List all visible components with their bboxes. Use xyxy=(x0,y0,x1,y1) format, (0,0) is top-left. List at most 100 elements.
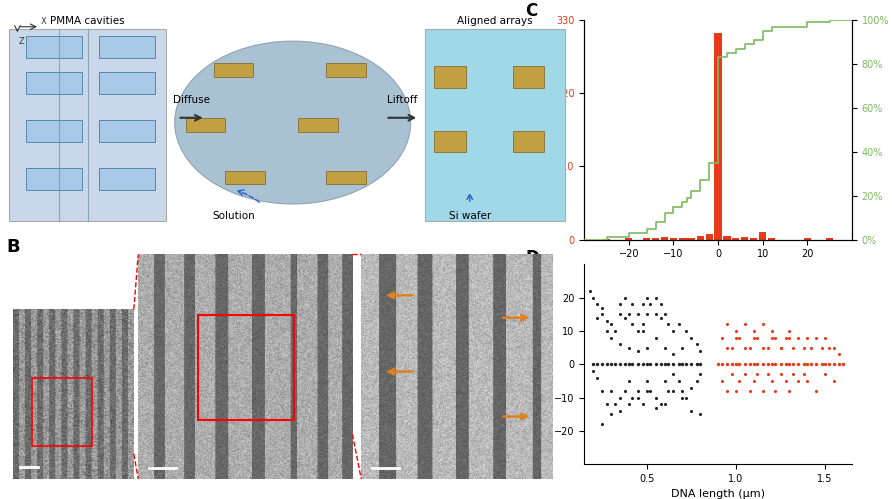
Point xyxy=(654,314,668,322)
Point xyxy=(595,360,609,368)
Bar xyxy=(750,238,757,240)
Point xyxy=(725,360,739,368)
Point xyxy=(675,344,690,352)
Point xyxy=(756,344,770,352)
Point xyxy=(622,310,636,318)
Point xyxy=(586,360,600,368)
Point xyxy=(693,370,707,378)
Bar xyxy=(26,120,82,142)
Point xyxy=(613,300,627,308)
Point xyxy=(738,370,752,378)
Point xyxy=(631,360,645,368)
Point xyxy=(786,370,800,378)
Point xyxy=(625,360,640,368)
Point xyxy=(604,410,618,418)
Point xyxy=(729,360,743,368)
Bar xyxy=(759,232,766,240)
Point xyxy=(797,370,811,378)
Point xyxy=(631,394,645,402)
Point xyxy=(761,344,775,352)
Bar xyxy=(603,239,610,240)
Point xyxy=(607,360,622,368)
Point xyxy=(743,344,757,352)
Point xyxy=(782,327,797,335)
Point xyxy=(791,377,805,385)
Point xyxy=(764,327,779,335)
Point xyxy=(666,360,681,368)
Point xyxy=(675,387,690,395)
Point xyxy=(648,360,663,368)
Point xyxy=(782,387,797,395)
Point xyxy=(657,344,672,352)
Point xyxy=(743,387,757,395)
Point xyxy=(648,294,663,302)
X-axis label: DNA length (μm): DNA length (μm) xyxy=(671,490,765,499)
Point xyxy=(818,360,832,368)
Point xyxy=(800,360,814,368)
Point xyxy=(773,344,788,352)
Point xyxy=(657,360,672,368)
Point xyxy=(640,344,654,352)
Point xyxy=(804,360,818,368)
Point xyxy=(666,327,681,335)
Point xyxy=(773,370,788,378)
Point xyxy=(684,334,698,342)
Bar xyxy=(198,315,294,420)
Text: Si wafer: Si wafer xyxy=(449,211,491,221)
Point xyxy=(600,360,615,368)
Y-axis label: Counts: Counts xyxy=(541,110,550,149)
Point xyxy=(779,360,793,368)
Point xyxy=(797,360,811,368)
Point xyxy=(600,400,615,408)
Point xyxy=(679,394,693,402)
Point xyxy=(800,334,814,342)
Point xyxy=(590,360,604,368)
Point xyxy=(779,377,793,385)
Bar xyxy=(732,238,739,240)
Bar xyxy=(652,238,659,240)
Bar xyxy=(434,131,466,153)
Point xyxy=(809,387,823,395)
Point xyxy=(672,377,686,385)
Point xyxy=(672,320,686,328)
Bar xyxy=(186,118,226,132)
Text: X: X xyxy=(41,16,46,25)
Point xyxy=(672,360,686,368)
X-axis label: Angle (deg): Angle (deg) xyxy=(685,265,751,275)
Bar xyxy=(723,236,731,240)
Point xyxy=(625,320,640,328)
Point xyxy=(779,334,793,342)
Point xyxy=(657,400,672,408)
Point xyxy=(814,360,829,368)
Bar xyxy=(768,238,775,240)
Bar xyxy=(714,33,722,240)
Point xyxy=(832,350,847,358)
Bar xyxy=(688,238,695,240)
Point xyxy=(666,387,681,395)
Point xyxy=(786,360,800,368)
Bar xyxy=(741,237,748,240)
Point xyxy=(631,310,645,318)
Point xyxy=(679,327,693,335)
Bar xyxy=(683,238,690,240)
Point xyxy=(818,334,832,342)
Point xyxy=(756,320,770,328)
Bar xyxy=(697,236,704,240)
Text: Z: Z xyxy=(19,37,25,46)
Point xyxy=(595,310,609,318)
Point xyxy=(622,400,636,408)
Bar xyxy=(26,36,82,58)
Point xyxy=(800,377,814,385)
Point xyxy=(791,360,805,368)
Point xyxy=(636,400,650,408)
Point xyxy=(643,360,657,368)
Point xyxy=(711,360,725,368)
Point xyxy=(729,327,743,335)
Point xyxy=(613,340,627,348)
Bar xyxy=(706,234,713,240)
Point xyxy=(607,327,622,335)
Point xyxy=(738,320,752,328)
Point xyxy=(750,360,764,368)
Point xyxy=(640,387,654,395)
Point xyxy=(590,300,604,308)
